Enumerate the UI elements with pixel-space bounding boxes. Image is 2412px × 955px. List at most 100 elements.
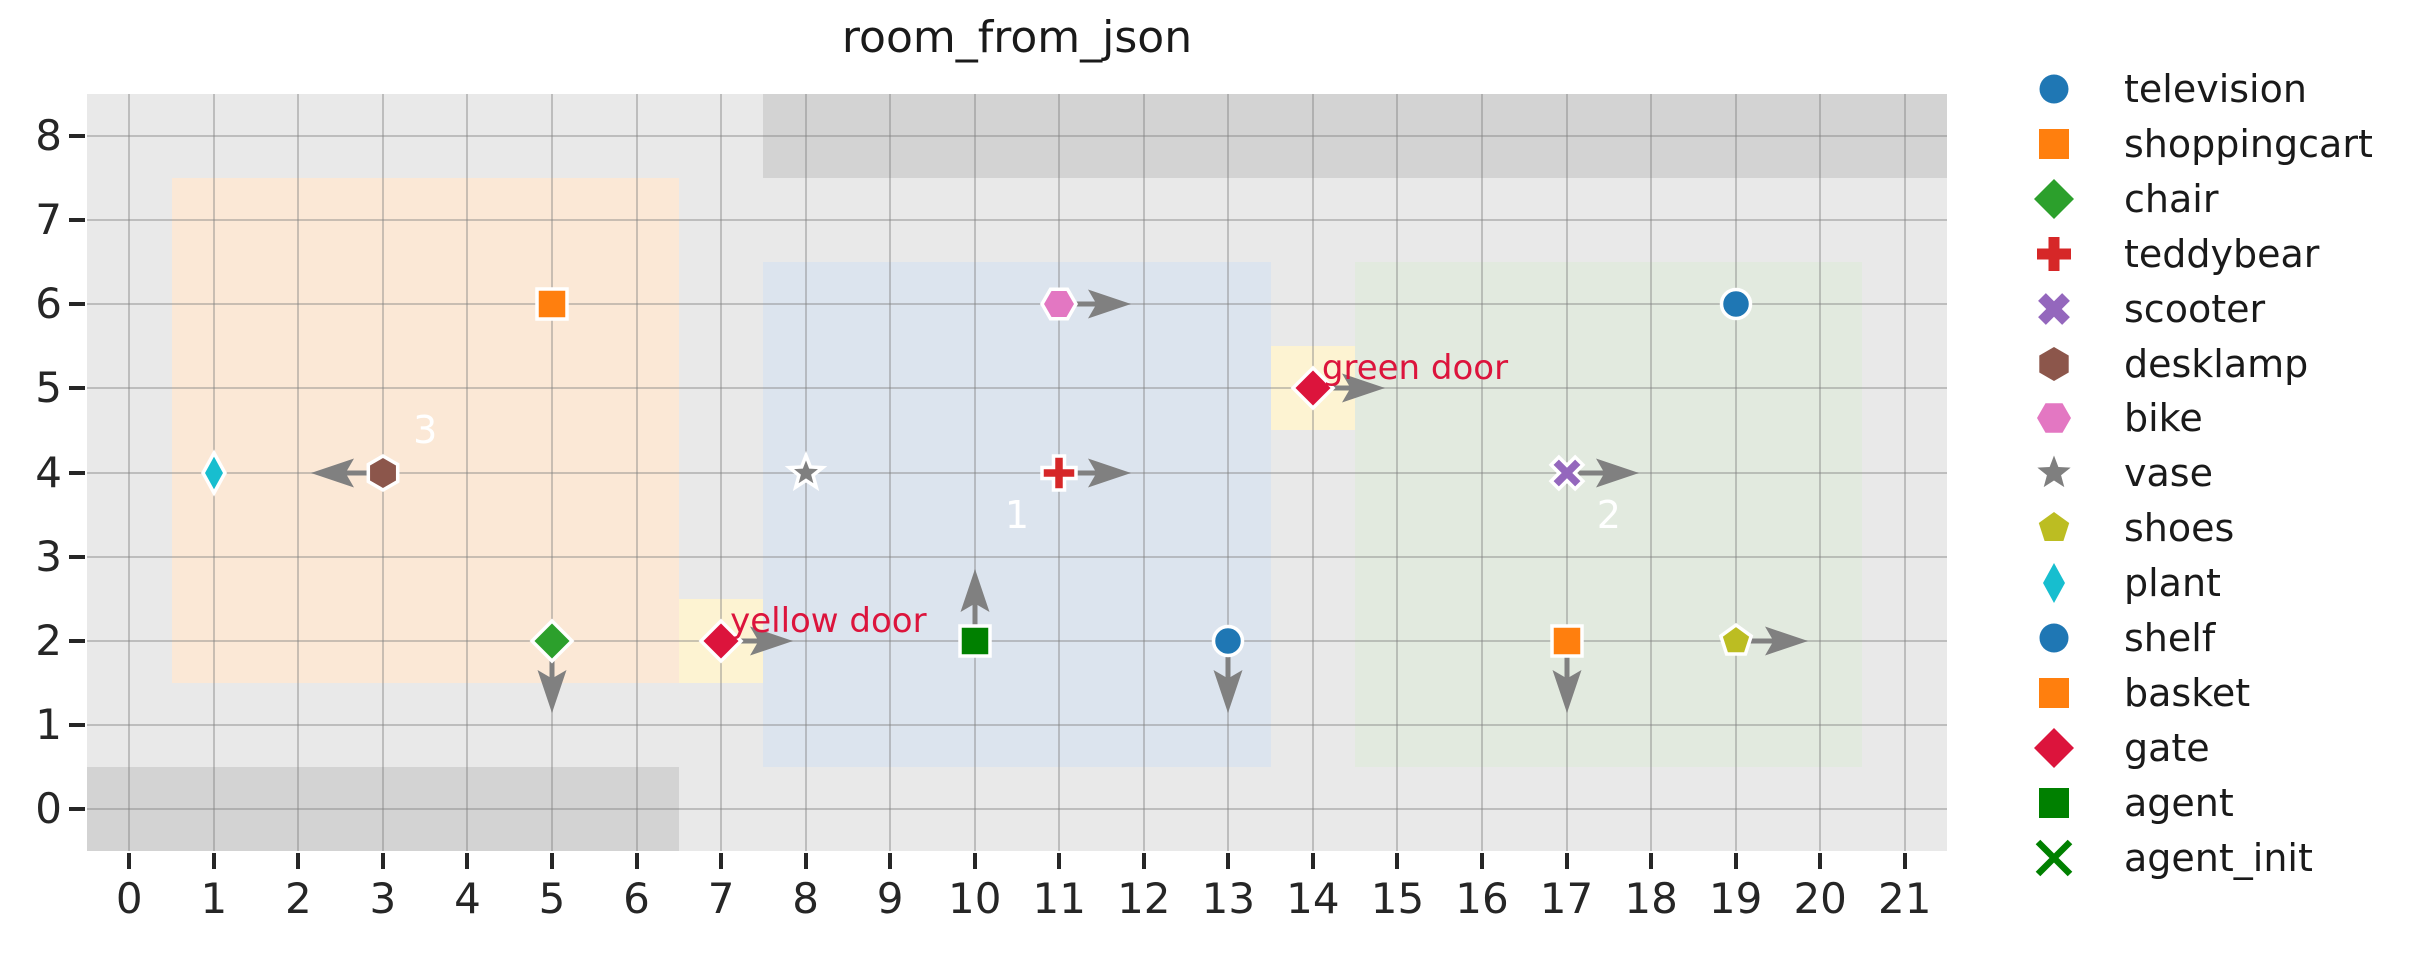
x-tick-mark-14 xyxy=(1310,853,1315,869)
grid-line-x-12 xyxy=(1142,94,1145,851)
legend-label-television: television xyxy=(2124,67,2307,111)
x-tick-mark-6 xyxy=(634,853,639,869)
grid-line-y-8 xyxy=(87,135,1947,138)
room-number-label-1: 1 xyxy=(1004,492,1030,537)
legend-item-desklamp: desklamp xyxy=(2000,337,2412,391)
grid-line-y-2 xyxy=(87,639,1947,642)
x-tick-mark-10 xyxy=(972,853,977,869)
y-tick-label-3: 3 xyxy=(35,531,62,581)
y-tick-mark-3 xyxy=(69,554,85,559)
x-tick-label-14: 14 xyxy=(1286,874,1340,923)
object-marker-gate-yellow-door xyxy=(698,618,744,664)
object-arrow-teddybear xyxy=(1067,458,1132,487)
y-tick-mark-2 xyxy=(69,638,85,643)
x-tick-mark-15 xyxy=(1395,853,1400,869)
object-arrow-television xyxy=(1213,648,1243,713)
x-tick-label-5: 5 xyxy=(538,874,566,923)
object-marker-basket xyxy=(1549,623,1584,658)
legend-label-chair: chair xyxy=(2124,176,2219,221)
legend-label-agent: agent xyxy=(2124,780,2234,825)
wall-region-top-wall xyxy=(763,94,1947,179)
legend-label-desklamp: desklamp xyxy=(2124,341,2309,386)
y-tick-mark-7 xyxy=(69,218,85,223)
legend-marker-television xyxy=(2039,74,2069,104)
object-arrow-agent xyxy=(960,568,990,633)
y-tick-mark-0 xyxy=(69,806,85,811)
y-tick-mark-5 xyxy=(69,386,85,391)
room-region-2 xyxy=(1355,262,1863,767)
x-tick-mark-4 xyxy=(465,853,470,869)
grid-line-x-18 xyxy=(1650,94,1653,851)
legend-item-shelf: shelf xyxy=(2000,611,2412,665)
legend-item-shoppingcart: shoppingcart xyxy=(2000,117,2412,171)
wall-region-bottom-wall xyxy=(87,766,679,851)
grid-line-x-4 xyxy=(466,94,469,851)
grid-line-x-15 xyxy=(1396,94,1399,851)
legend-item-vase: vase xyxy=(2000,446,2412,500)
legend-label-plant: plant xyxy=(2124,561,2221,606)
x-tick-mark-5 xyxy=(550,853,554,869)
grid-line-y-0 xyxy=(87,807,1947,810)
object-marker-teddybear xyxy=(1040,453,1079,492)
x-tick-label-13: 13 xyxy=(1201,874,1256,923)
grid-line-y-6 xyxy=(87,303,1947,306)
object-arrow-chair xyxy=(537,648,567,713)
grid-line-x-16 xyxy=(1481,94,1483,851)
x-tick-mark-17 xyxy=(1564,853,1569,869)
grid-line-y-1 xyxy=(87,723,1947,726)
y-tick-label-2: 2 xyxy=(35,615,62,665)
x-tick-label-10: 10 xyxy=(947,874,1002,923)
x-tick-mark-13 xyxy=(1226,853,1231,869)
legend-label-shoes: shoes xyxy=(2124,506,2235,551)
object-marker-agent xyxy=(957,623,992,658)
x-tick-mark-12 xyxy=(1141,853,1146,869)
grid-line-x-7 xyxy=(720,94,723,851)
x-tick-mark-1 xyxy=(211,853,216,869)
legend-label-scooter: scooter xyxy=(2124,286,2266,331)
object-arrow-basket xyxy=(1552,648,1582,713)
object-marker-plant xyxy=(200,448,227,497)
x-tick-label-4: 4 xyxy=(454,874,481,923)
legend-item-scooter: scooter xyxy=(2000,282,2412,336)
grid-line-x-6 xyxy=(635,94,638,851)
grid-line-y-5 xyxy=(87,387,1947,390)
chart-title: room_from_json xyxy=(841,12,1193,63)
y-tick-label-8: 8 xyxy=(35,111,62,161)
grid-line-y-7 xyxy=(87,219,1947,222)
x-tick-label-12: 12 xyxy=(1117,874,1171,923)
legend-marker-bike xyxy=(2037,403,2071,434)
y-tick-label-5: 5 xyxy=(35,363,62,413)
door-label-green-door: green door xyxy=(1321,348,1509,389)
plot-area xyxy=(87,94,1947,851)
x-tick-mark-16 xyxy=(1480,853,1484,869)
legend-item-shoes: shoes xyxy=(2000,501,2412,555)
room-number-label-2: 2 xyxy=(1596,492,1621,537)
x-tick-mark-18 xyxy=(1649,853,1654,869)
legend-item-television: television xyxy=(2000,62,2412,116)
legend-marker-gate xyxy=(2034,727,2074,768)
grid-line-x-20 xyxy=(1819,94,1822,851)
x-tick-label-8: 8 xyxy=(792,874,819,923)
x-tick-mark-11 xyxy=(1057,853,1062,869)
y-tick-label-7: 7 xyxy=(35,195,62,245)
y-tick-label-1: 1 xyxy=(35,699,62,749)
x-tick-label-17: 17 xyxy=(1539,874,1594,923)
x-tick-label-20: 20 xyxy=(1793,874,1847,923)
legend-item-gate: gate xyxy=(2000,721,2412,775)
x-tick-label-6: 6 xyxy=(623,874,650,923)
legend-marker-vase xyxy=(2037,455,2071,488)
object-marker-gate-green-door xyxy=(1290,365,1336,411)
legend-item-plant: plant xyxy=(2000,556,2412,610)
object-marker-television xyxy=(1212,624,1245,657)
x-tick-mark-19 xyxy=(1733,853,1738,869)
legend: television shoppingcart chair teddybear scoo… xyxy=(2000,40,2412,920)
object-arrow-desklamp xyxy=(310,458,375,487)
legend-label-shelf: shelf xyxy=(2124,616,2216,660)
legend-item-basket: basket xyxy=(2000,666,2412,720)
object-marker-chair xyxy=(529,618,575,664)
grid-line-x-5 xyxy=(551,94,553,851)
y-tick-mark-6 xyxy=(69,302,85,307)
legend-label-agent_init: agent_init xyxy=(2124,835,2313,880)
object-arrow-gate-yellow-door xyxy=(729,626,794,656)
